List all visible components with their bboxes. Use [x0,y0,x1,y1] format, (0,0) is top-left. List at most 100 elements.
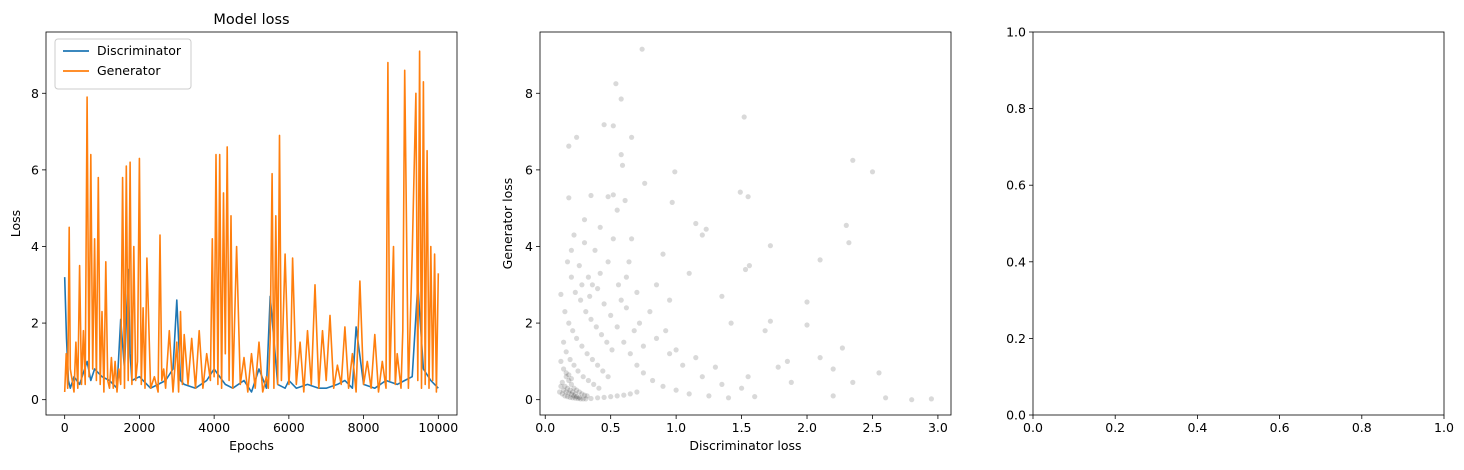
scatter-point [784,358,791,364]
scatter-point [673,387,679,393]
scatter-point [850,379,856,385]
scatter-point [595,362,601,368]
scatter-point [653,335,660,341]
scatter-point [634,289,640,295]
x-tick-label: 1.5 [732,420,752,435]
scatter-point [571,393,577,399]
scatter-point [584,393,590,399]
scatter-point [574,335,580,341]
scatter-point [563,370,569,376]
scatter-point [639,46,645,52]
scatter-point [725,395,732,401]
scatter-point [566,195,572,201]
scatter-point [817,355,823,361]
scatter-point [660,383,666,389]
scatter-point [604,339,610,345]
y-tick-label: 6 [31,162,39,177]
scatter-point [634,362,640,368]
scatter-point [830,393,836,399]
x-tick-label: 3.0 [928,420,948,435]
x-tick-label: 0.5 [601,420,621,435]
scatter-point [663,328,669,334]
scatter-point [596,385,602,391]
scatter-point [558,383,564,389]
scatter-point [650,377,656,384]
plot-area [557,46,935,403]
scatter-point [576,394,582,400]
scatter-point [557,389,563,395]
scatter-point [640,343,647,349]
scatter-point [585,274,592,280]
scatter-point [559,379,565,385]
x-tick-label: 0.4 [1187,420,1207,435]
scatter-point [571,232,577,238]
scatter-point [583,309,589,315]
scatter-point [568,247,575,253]
scatter-point [745,374,751,380]
scatter-point [561,366,567,372]
scatter-point [574,394,580,400]
scatter-point [623,274,630,280]
scatter-point [699,374,705,380]
y-tick-label: 8 [525,86,533,101]
scatter-point [830,366,836,372]
scatter-point [562,309,568,315]
scatter-point [788,379,794,385]
y-tick-label: 0.0 [1006,408,1026,423]
scatter-point [745,194,751,200]
scatter-point [686,270,692,276]
scatter-point [579,343,585,349]
x-tick-label: 2000 [124,420,156,435]
plot-area [63,50,440,393]
legend-label-0: Discriminator [97,43,182,58]
scatter-point [775,364,781,370]
scatter-point [580,396,586,402]
scatter-point [563,389,569,395]
scatter-point [564,394,571,400]
scatter-point [574,134,580,140]
scatter-point [589,282,596,288]
scatter-point [572,289,578,295]
scatter-point [680,362,686,368]
scatter-point [712,364,719,370]
scatter-point [610,123,616,129]
x-tick-label: 4000 [198,420,230,435]
y-tick-label: 0.4 [1006,254,1026,269]
scatter-point [574,387,580,393]
scatter-point [883,395,889,401]
scatter-point [575,368,581,374]
scatter-point [609,347,615,353]
scatter-point [672,169,678,175]
scatter-point [608,394,614,400]
legend: Discriminator Generator [54,38,192,90]
y-tick-label: 0.8 [1006,101,1026,116]
scatter-point [608,312,614,318]
scatter-point [588,192,594,199]
empty-axes: 0.0 0.2 0.4 0.6 0.8 1.0 0.0 0.2 0.4 0.6 0.8 1.0 [1006,25,1454,436]
scatter-point [613,81,619,87]
scatter-point [566,390,572,396]
x-axis-label: Epochs [229,438,274,453]
x-tick-label: 0.2 [1105,420,1125,435]
scatter-point [850,157,856,163]
scatter-point [642,180,648,186]
scatter-point [564,385,571,391]
scatter-point [601,301,607,307]
axes-frame [1032,31,1445,416]
scatter-point [621,392,627,398]
scatter-point [673,347,679,353]
scatter-point [567,387,573,393]
scatter-point [627,391,633,397]
y-tick-label: 0.2 [1006,331,1026,346]
scatter-point [804,322,810,328]
scatter-point [559,391,565,397]
x-axis-label: Discriminator loss [689,438,801,453]
scatter-point [566,320,572,326]
scatter-point [618,152,624,158]
scatter-point [741,114,747,120]
scatter-point [567,394,573,400]
scatter-point [623,305,630,311]
y-tick-label: 8 [31,86,39,101]
scatter-point [570,395,576,401]
